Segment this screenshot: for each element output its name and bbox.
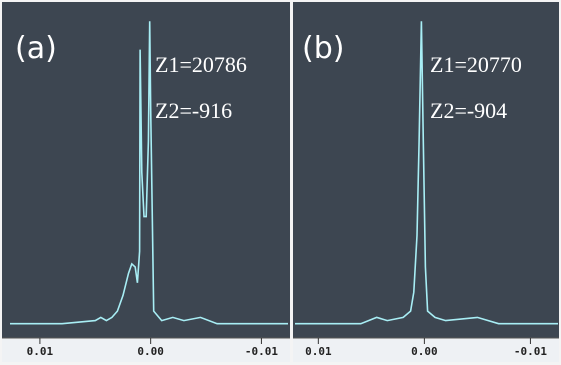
x-tick-label: -0.01 (514, 345, 547, 358)
x-tick-label: 0.00 (411, 345, 438, 358)
annotation: Z2=-904 (430, 98, 507, 123)
x-tick-label: -0.01 (245, 345, 278, 358)
annotation: Z1=20770 (430, 52, 522, 77)
annotation: Z1=20786 (155, 52, 247, 77)
x-tick-label: 0.01 (305, 345, 332, 358)
figure: 0.01 0.00 -0.01 (a) Z1=20786 Z2=-916 0.01 0.00 -… (0, 0, 561, 365)
panel-label: (a) (15, 31, 57, 66)
x-tick-label: 0.01 (27, 345, 54, 358)
panel-label: (b) (302, 31, 344, 66)
annotation: Z2=-916 (155, 98, 232, 123)
x-tick-label: 0.00 (137, 345, 164, 358)
